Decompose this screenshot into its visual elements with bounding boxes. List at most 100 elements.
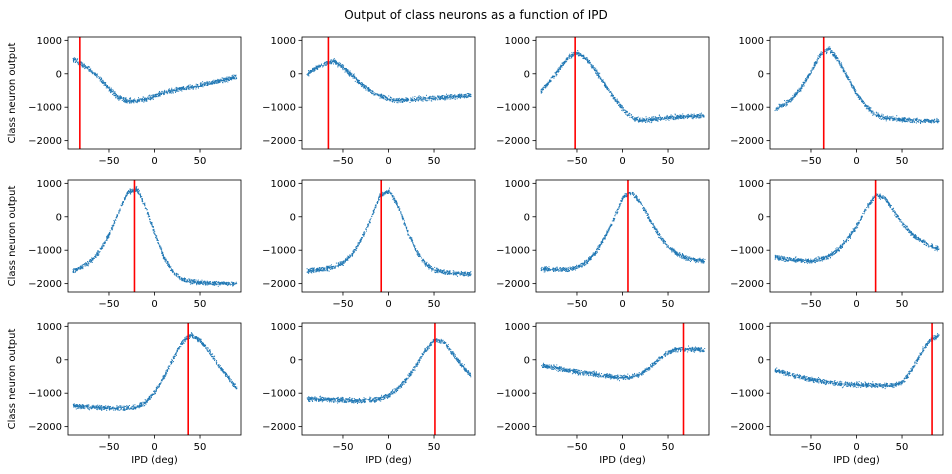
scatter-point — [94, 75, 96, 77]
scatter-point — [349, 254, 351, 256]
scatter-point — [670, 115, 672, 117]
scatter-point — [150, 98, 152, 100]
scatter-point — [83, 65, 85, 67]
scatter-point — [901, 119, 903, 121]
scatter-point — [207, 82, 209, 84]
scatter-point — [621, 105, 623, 107]
scatter-point — [399, 101, 401, 103]
scatter-point — [72, 270, 74, 272]
scatter-point — [898, 117, 900, 119]
scatter-point — [641, 121, 643, 123]
scatter-point — [110, 90, 112, 92]
scatter-point — [915, 119, 917, 121]
scatter-point — [456, 98, 458, 100]
scatter-point — [847, 76, 849, 78]
scatter-point — [138, 100, 140, 102]
scatter-point — [641, 120, 643, 122]
scatter-point — [208, 83, 210, 85]
scatter-point — [555, 71, 557, 73]
scatter-point — [380, 97, 382, 99]
scatter-point — [456, 272, 458, 274]
scatter-point — [235, 281, 237, 283]
scatter-point — [416, 99, 418, 101]
scatter-point — [139, 194, 141, 196]
scatter-point — [95, 256, 97, 258]
scatter-point — [844, 70, 846, 72]
scatter-point — [113, 225, 115, 227]
scatter-point — [106, 237, 108, 239]
scatter-point — [103, 245, 105, 247]
scatter-point — [225, 284, 227, 286]
scatter-point — [224, 282, 226, 284]
scatter-point — [419, 253, 421, 255]
scatter-point — [218, 282, 220, 284]
scatter-point — [678, 116, 680, 118]
scatter-point — [330, 62, 332, 64]
scatter-point — [909, 118, 911, 120]
scatter-point — [144, 204, 146, 206]
scatter-point — [153, 231, 155, 233]
scatter-point — [126, 192, 128, 194]
scatter-point — [560, 65, 562, 67]
scatter-point — [201, 83, 203, 85]
scatter-point — [326, 62, 328, 64]
scatter-point — [167, 264, 169, 266]
scatter-point — [554, 72, 556, 74]
scatter-point — [821, 53, 823, 55]
scatter-point — [600, 79, 602, 81]
scatter-point — [369, 90, 371, 92]
scatter-point — [100, 80, 102, 82]
scatter-point — [888, 119, 890, 121]
scatter-point — [209, 282, 211, 284]
scatter-point — [456, 95, 458, 97]
scatter-point — [656, 118, 658, 120]
scatter-point — [916, 120, 918, 122]
scatter-point — [878, 116, 880, 118]
scatter-point — [210, 83, 212, 85]
scatter-point — [334, 61, 336, 63]
scatter-point — [89, 69, 91, 71]
scatter-point — [404, 99, 406, 101]
scatter-point — [151, 95, 153, 97]
scatter-point — [352, 77, 354, 79]
scatter-point — [927, 119, 928, 121]
scatter-point — [896, 118, 898, 120]
scatter-point — [231, 75, 233, 77]
scatter-point — [80, 268, 82, 270]
scatter-point — [568, 55, 570, 57]
scatter-point — [813, 62, 815, 64]
scatter-point — [311, 70, 313, 72]
scatter-point — [110, 227, 112, 229]
scatter-point — [97, 250, 99, 252]
scatter-point — [309, 72, 311, 74]
scatter-point — [584, 57, 586, 59]
scatter-point — [165, 261, 167, 263]
scatter-point — [697, 116, 699, 118]
scatter-point — [186, 279, 188, 281]
scatter-point — [210, 283, 212, 285]
scatter-point — [397, 102, 399, 104]
scatter-point — [75, 61, 77, 63]
scatter-point — [674, 117, 676, 119]
scatter-point — [326, 64, 327, 66]
scatter-point — [136, 189, 138, 191]
scatter-point — [847, 77, 849, 79]
scatter-point — [409, 99, 411, 101]
scatter-point — [777, 106, 779, 108]
scatter-point — [152, 94, 154, 96]
scatter-point — [72, 271, 74, 273]
scatter-point — [615, 100, 617, 102]
scatter-point — [342, 262, 344, 264]
scatter-point — [894, 119, 896, 121]
scatter-point — [177, 274, 179, 276]
scatter-point — [177, 87, 179, 89]
scatter-point — [142, 96, 144, 98]
scatter-point — [135, 187, 137, 189]
scatter-point — [884, 117, 886, 119]
scatter-point — [127, 191, 129, 193]
scatter-point — [94, 256, 96, 258]
scatter-point — [421, 96, 423, 98]
scatter-point — [660, 119, 662, 121]
scatter-point — [417, 251, 419, 253]
